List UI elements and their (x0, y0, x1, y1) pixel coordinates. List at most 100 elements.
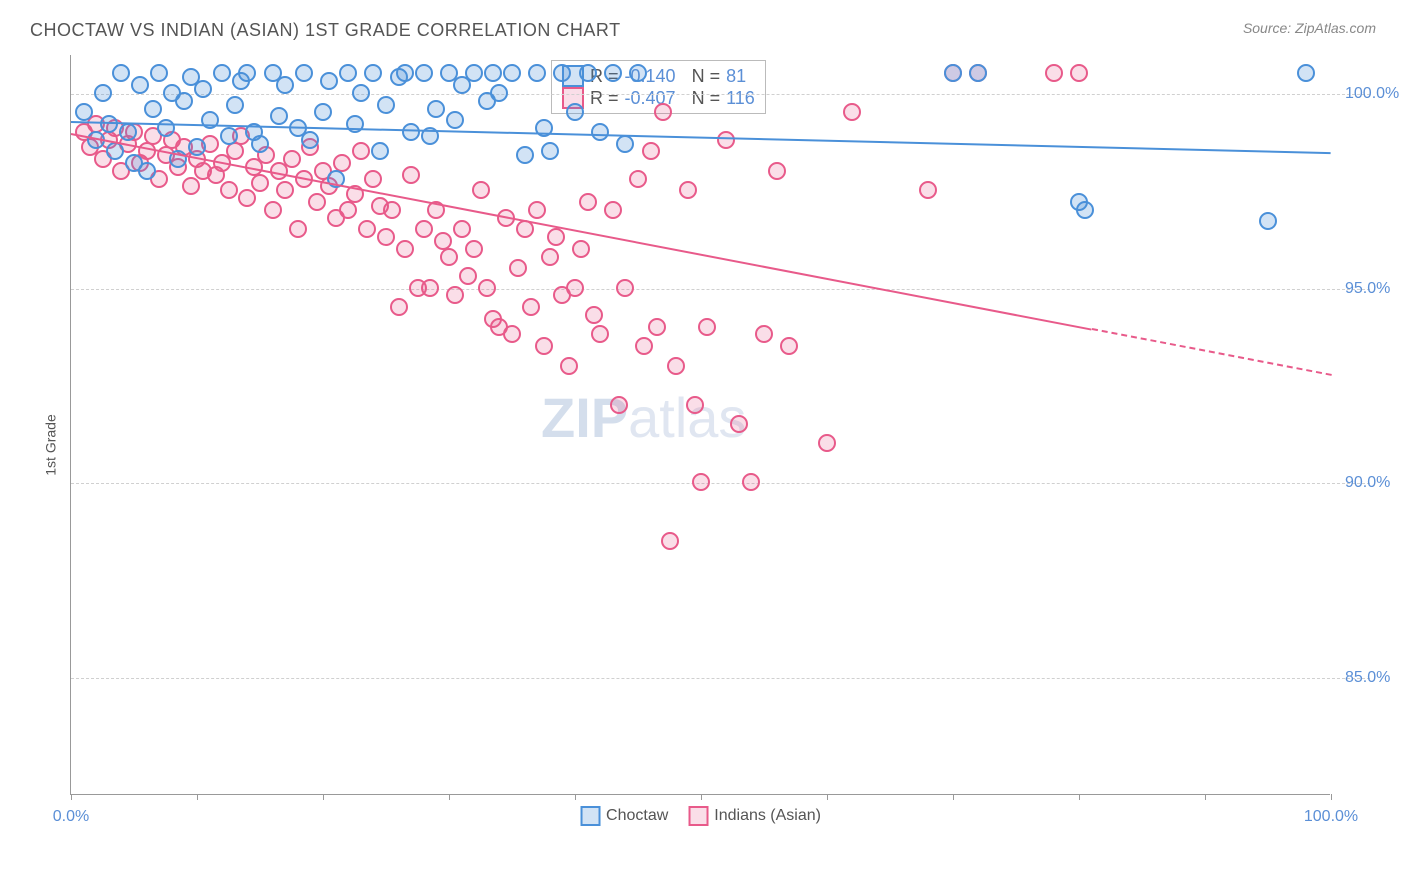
point-series2 (919, 181, 937, 199)
point-series2 (648, 318, 666, 336)
point-series1 (465, 64, 483, 82)
legend-item-1: Choctaw (580, 806, 668, 826)
x-tick (1079, 794, 1080, 800)
x-tick (323, 794, 324, 800)
point-series2 (415, 220, 433, 238)
point-series2 (585, 306, 603, 324)
point-series2 (717, 131, 735, 149)
gridline (71, 483, 1370, 484)
point-series2 (730, 415, 748, 433)
point-series2 (220, 181, 238, 199)
point-series2 (509, 259, 527, 277)
point-series1 (427, 100, 445, 118)
legend-swatch-indians (688, 806, 708, 826)
point-series2 (364, 170, 382, 188)
point-series2 (566, 279, 584, 297)
point-series1 (553, 64, 571, 82)
point-series1 (1259, 212, 1277, 230)
point-series2 (755, 325, 773, 343)
point-series1 (144, 100, 162, 118)
point-series2 (182, 177, 200, 195)
point-series1 (150, 64, 168, 82)
point-series2 (654, 103, 672, 121)
point-series1 (944, 64, 962, 82)
y-tick-label: 95.0% (1345, 280, 1406, 298)
point-series2 (446, 286, 464, 304)
x-tick (71, 794, 72, 800)
point-series1 (314, 103, 332, 121)
point-series1 (213, 64, 231, 82)
point-series2 (591, 325, 609, 343)
point-series2 (440, 248, 458, 266)
point-series1 (339, 64, 357, 82)
point-series2 (522, 298, 540, 316)
point-series2 (472, 181, 490, 199)
point-series1 (566, 103, 584, 121)
point-series2 (547, 228, 565, 246)
point-series1 (131, 76, 149, 94)
point-series2 (264, 201, 282, 219)
point-series1 (591, 123, 609, 141)
watermark: ZIPatlas (541, 385, 746, 450)
point-series2 (478, 279, 496, 297)
point-series2 (390, 298, 408, 316)
point-series1 (1297, 64, 1315, 82)
point-series1 (346, 115, 364, 133)
point-series1 (270, 107, 288, 125)
point-series2 (616, 279, 634, 297)
point-series2 (742, 473, 760, 491)
x-tick (575, 794, 576, 800)
point-series2 (402, 166, 420, 184)
point-series1 (226, 96, 244, 114)
point-series1 (138, 162, 156, 180)
point-series2 (383, 201, 401, 219)
point-series1 (503, 64, 521, 82)
chart-title: CHOCTAW VS INDIAN (ASIAN) 1ST GRADE CORR… (30, 20, 621, 41)
point-series2 (604, 201, 622, 219)
point-series2 (635, 337, 653, 355)
x-tick (449, 794, 450, 800)
point-series1 (484, 64, 502, 82)
source-attribution: Source: ZipAtlas.com (1243, 20, 1376, 36)
point-series2 (226, 142, 244, 160)
point-series1 (75, 103, 93, 121)
point-series2 (358, 220, 376, 238)
point-series1 (364, 64, 382, 82)
point-series2 (579, 193, 597, 211)
point-series2 (503, 325, 521, 343)
point-series2 (629, 170, 647, 188)
point-series2 (289, 220, 307, 238)
point-series2 (396, 240, 414, 258)
legend-swatch-choctaw (580, 806, 600, 826)
point-series1 (1076, 201, 1094, 219)
point-series2 (686, 396, 704, 414)
point-series1 (112, 64, 130, 82)
legend-item-2: Indians (Asian) (688, 806, 821, 826)
point-series1 (251, 135, 269, 153)
point-series2 (679, 181, 697, 199)
point-series2 (661, 532, 679, 550)
point-series2 (692, 473, 710, 491)
point-series1 (528, 64, 546, 82)
point-series2 (572, 240, 590, 258)
point-series1 (188, 138, 206, 156)
x-tick (197, 794, 198, 800)
point-series2 (283, 150, 301, 168)
point-series2 (251, 174, 269, 192)
point-series2 (352, 142, 370, 160)
point-series2 (421, 279, 439, 297)
point-series2 (339, 201, 357, 219)
point-series1 (616, 135, 634, 153)
point-series1 (301, 131, 319, 149)
point-series2 (610, 396, 628, 414)
point-series2 (453, 220, 471, 238)
point-series1 (220, 127, 238, 145)
point-series2 (377, 228, 395, 246)
point-series2 (528, 201, 546, 219)
point-series2 (1070, 64, 1088, 82)
gridline (71, 94, 1370, 95)
point-series2 (818, 434, 836, 452)
plot-area: ZIPatlas R = -0.140 N = 81 R = -0.407 N … (70, 55, 1330, 795)
gridline (71, 678, 1370, 679)
x-tick-label: 100.0% (1304, 808, 1358, 826)
